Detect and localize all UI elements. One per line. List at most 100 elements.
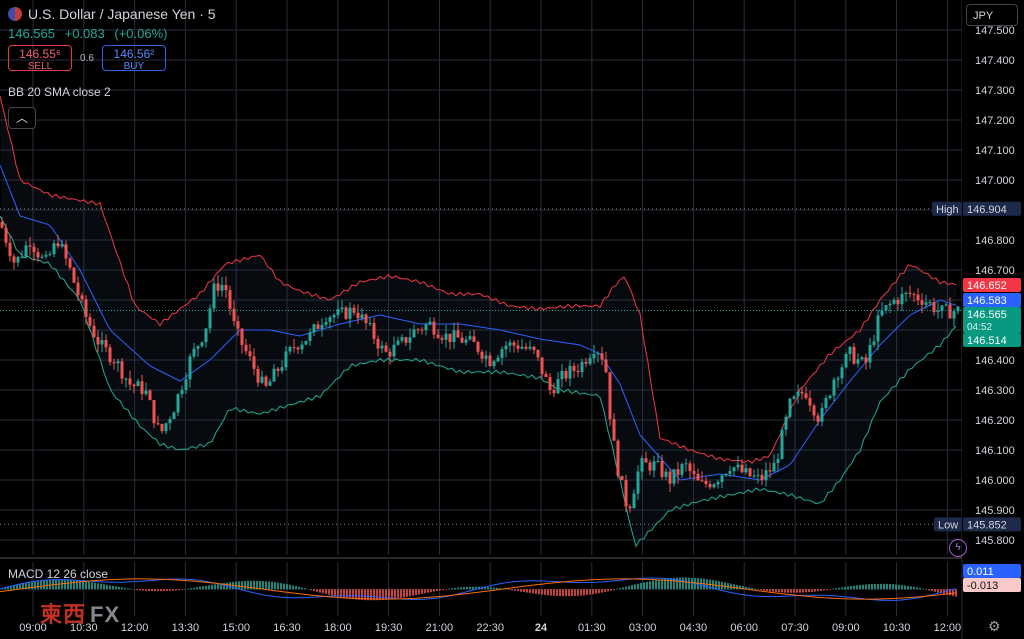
candle-body [544,374,548,378]
macd-hist-bar [637,583,639,590]
candle-body [460,337,464,343]
candle-body [516,345,520,349]
y-tick-label: 146.000 [975,475,1015,487]
macd-hist-bar [208,585,210,590]
macd-hist-bar [253,580,255,590]
macd-hist-bar [487,587,489,590]
candle-body [220,285,224,291]
macd-hist-bar [151,589,153,592]
macd-hist-bar [238,581,240,590]
macd-hist-bar [520,589,522,592]
candle-body [412,329,416,338]
time-axis: 09:00 10:30 12:00 13:30 15:00 16:30 18:00 19:30… [19,622,961,634]
candle-body [240,328,244,345]
x-tick-label: 09:00 [832,622,860,634]
candle-body [4,227,8,243]
high-label: High [936,204,959,216]
macd-hist-bar [64,579,66,590]
candle-body [864,357,868,363]
candle-body [100,339,104,345]
candle-body [292,347,296,349]
last-price-tag: 146.565 [967,309,1007,321]
macd-hist-bar [388,589,390,600]
candle-body [136,381,140,387]
macd-hist-bar [436,589,438,592]
candle-body [840,367,844,379]
candle-body [132,384,136,387]
candle-body [40,256,44,258]
macd-hist-bar [847,586,849,590]
macd-hist-bar [175,589,177,591]
macd-hist-bar [265,581,267,590]
macd-hist-bar [148,589,150,592]
macd-hist-bar [733,584,735,590]
currency-button[interactable]: JPY [966,4,1018,26]
macd-hist-bar [793,589,795,593]
y-tick-label: 147.000 [975,175,1015,187]
macd-hist-bar [676,577,678,590]
candle-body [316,324,320,329]
macd-pane [0,577,957,601]
candle-body [468,336,472,340]
macd-hist-bar [358,589,360,600]
candle-body [932,302,936,313]
symbol-legend: U.S. Dollar / Japanese Yen · 5 146.565 +… [8,6,216,72]
macd-hist-bar [325,589,327,595]
macd-hist-bar [31,581,33,590]
macd-hist-bar [508,589,510,590]
candle-body [172,412,176,420]
macd-hist-bar [367,589,369,601]
x-tick-label: 24 [535,622,548,634]
macd-hist-bar [688,577,690,590]
macd-hist-bar [457,587,459,590]
candle-body [344,307,348,319]
candle-body [728,471,732,474]
sell-button[interactable]: 146.55⁶ SELL [8,45,72,72]
macd-hist-bar [394,589,396,599]
macd-hist-bar [946,589,948,595]
macd-label[interactable]: MACD 12 26 close [8,567,109,581]
candle-body [148,390,152,401]
macd-hist-bar [820,589,822,591]
candle-body [444,333,448,340]
macd-hist-bar [841,587,843,590]
macd-hist-bar [169,589,171,591]
candle-body [272,368,276,382]
buy-button[interactable]: 146.56² BUY [101,45,166,72]
candle-body [748,468,752,477]
lightning-icon[interactable]: ϟ [949,539,967,557]
candle-body [176,394,180,413]
gear-icon[interactable]: ⚙ [988,618,1001,634]
macd-hist-bar [859,585,861,590]
macd-hist-bar [268,581,270,590]
collapse-legend-button[interactable]: ︿ [8,107,36,129]
y-tick-label: 146.300 [975,385,1015,397]
macd-hist-bar [547,589,549,596]
lower-band-tag: 146.514 [967,335,1007,347]
candle-body [660,460,664,477]
quote-line: 146.565 +0.083 (+0.06%) [8,26,216,41]
candle-body [760,474,764,481]
macd-hist-bar [811,589,813,592]
x-tick-label: 12:00 [121,622,149,634]
candle-body [584,361,588,364]
candle-body [852,346,856,364]
macd-hist-bar [862,584,864,590]
macd-hist-bar [259,580,261,590]
candle-body [24,245,28,257]
candle-body [372,323,376,339]
macd-hist-bar [283,583,285,590]
indicator-label[interactable]: BB 20 SMA close 2 [8,85,111,99]
macd-hist-bar [940,589,942,594]
candle-body [224,285,228,291]
y-tick-label: 145.800 [975,535,1015,547]
candle-body [692,471,696,474]
macd-hist-bar [307,588,309,590]
candle-body [720,475,724,482]
candle-body [188,356,192,380]
x-tick-label: 18:00 [324,622,352,634]
candle-body [216,283,220,291]
candle-body [504,345,508,350]
candle-body [8,242,12,257]
